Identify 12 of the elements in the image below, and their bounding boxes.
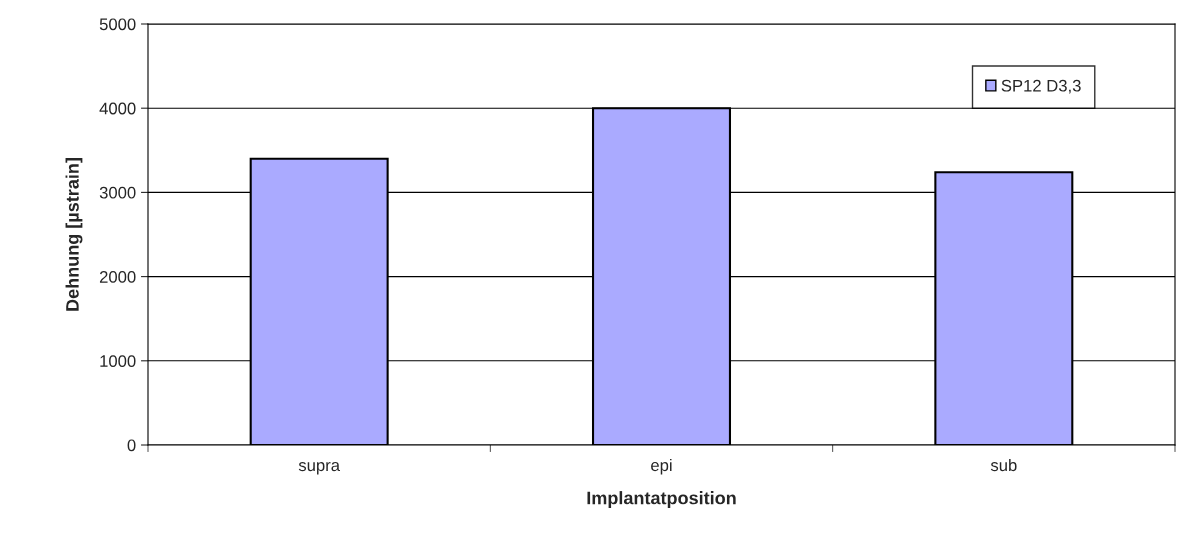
x-tick-label: epi — [651, 458, 672, 475]
y-tick-label: 2000 — [99, 271, 136, 283]
y-tick-label: 0 — [127, 439, 136, 452]
y-axis-title: Dehnung [µstrain] — [65, 158, 83, 311]
x-axis-title: Implantatposition — [587, 491, 736, 508]
y-tick-label: 4000 — [99, 102, 136, 115]
y-tick-label: 1000 — [100, 355, 136, 367]
legend-label: SP12 D3,3 — [1001, 79, 1081, 94]
y-tick-label: 3000 — [99, 186, 136, 199]
x-tick-label: supra — [298, 462, 341, 475]
y-tick-label: 5000 — [99, 18, 136, 31]
x-tick-label: sub — [990, 458, 1017, 472]
